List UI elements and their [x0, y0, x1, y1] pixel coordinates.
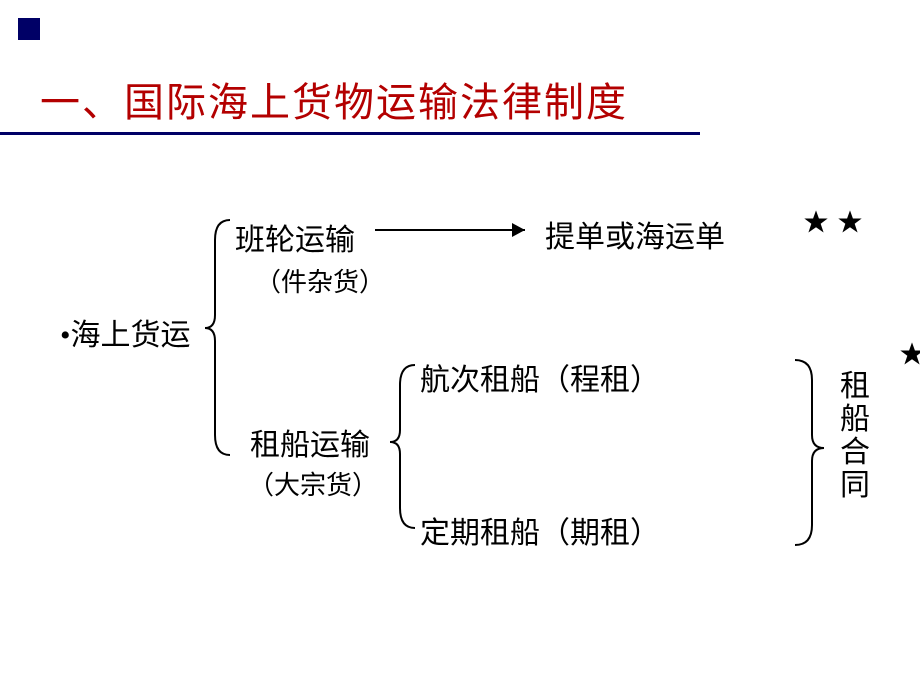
branch1-result: 提单或海运单 [545, 212, 725, 256]
star-icon [898, 340, 920, 373]
branch1-sub: （件杂货） [255, 262, 385, 299]
bullet: • [60, 319, 71, 352]
slide-title: 一、国际海上货物运输法律制度 [40, 70, 628, 128]
star-icon [802, 208, 830, 241]
star-icon [836, 208, 864, 241]
root-node: •海上货运 [60, 310, 191, 354]
branch2-child1: 航次租船（程租） [420, 355, 660, 399]
branch2-label: 租船运输 [250, 420, 370, 464]
title-underline [0, 132, 700, 135]
branch2-sub: （大宗货） [248, 465, 378, 502]
branch2-result: 租船合同 [840, 370, 870, 502]
slide-title-area: 一、国际海上货物运输法律制度 [40, 70, 628, 128]
branch1-label: 班轮运输 [235, 215, 355, 259]
corner-marker [18, 18, 40, 40]
branch2-child2: 定期租船（期租） [420, 508, 660, 552]
root-label: 海上货运 [71, 319, 191, 352]
